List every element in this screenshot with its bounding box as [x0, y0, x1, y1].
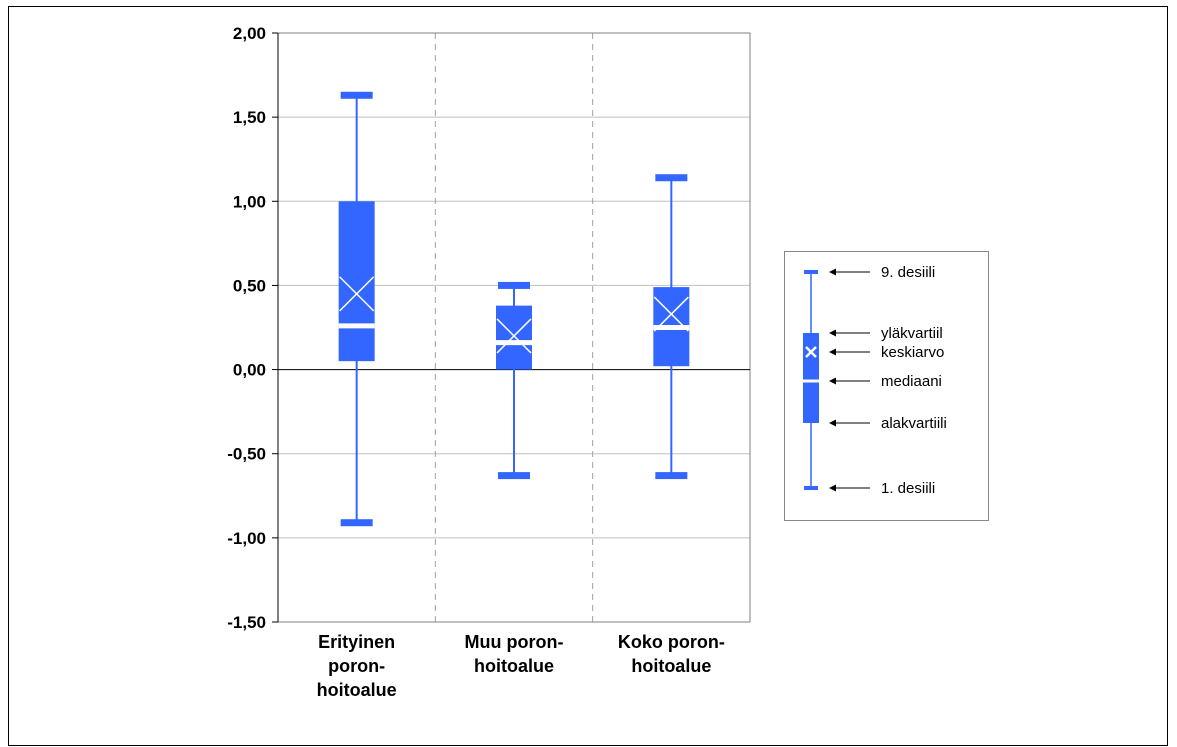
- legend-mean: [805, 346, 817, 358]
- legend-cap-top: [804, 270, 818, 274]
- legend-label: keskiarvo: [881, 344, 944, 361]
- decile-9-cap: [655, 174, 688, 182]
- legend-arrowhead: [829, 484, 836, 492]
- y-tick-label: 0,00: [233, 361, 266, 380]
- decile-1-cap: [340, 519, 373, 527]
- legend-label: yläkvartiil: [881, 325, 943, 342]
- legend-label: alakvartiili: [881, 415, 947, 432]
- legend-cap-bottom: [804, 486, 818, 490]
- legend-arrowhead: [829, 329, 836, 337]
- box-series: [338, 91, 690, 527]
- y-tick-label: 1,00: [233, 192, 266, 211]
- legend: 9. desiili yläkvartiil keskiarvo mediaani al…: [784, 251, 989, 521]
- legend-box-glyph: [803, 270, 819, 490]
- category-label: Koko poron-hoitoalue: [618, 632, 725, 676]
- legend-svg: 9. desiili yläkvartiil keskiarvo mediaani al…: [803, 264, 947, 497]
- boxplot-chart: 2,00 1,50 1,00 0,50 0,00 -0,50 -1,00 -1,50 Erit…: [227, 24, 751, 700]
- category-label-line: Muu poron-: [465, 632, 564, 652]
- y-tick-label: -1,00: [227, 529, 266, 548]
- legend-arrowhead: [829, 348, 836, 356]
- legend-arrowhead: [829, 419, 836, 427]
- box: [338, 91, 375, 527]
- decile-1-cap: [498, 472, 530, 480]
- quartile-box: [496, 305, 532, 370]
- category-label-line: Koko poron-: [618, 632, 725, 652]
- y-tick-labels: 2,00 1,50 1,00 0,50 0,00 -0,50 -1,00 -1,50: [227, 24, 266, 632]
- category-label: Erityinen poron-hoitoalue: [317, 632, 397, 700]
- legend-items: 9. desiili yläkvartiil keskiarvo mediaani al…: [829, 264, 947, 497]
- y-tick-label: -0,50: [227, 445, 266, 464]
- decile-9-cap: [498, 281, 530, 289]
- category-label-line: Erityinen: [318, 632, 395, 652]
- category-label-line: hoitoalue: [631, 656, 711, 676]
- legend-label: 1. desiili: [881, 480, 935, 497]
- legend-arrowhead: [829, 377, 836, 385]
- y-tick-label: -1,50: [227, 613, 266, 632]
- mean-marker: [339, 276, 375, 312]
- legend-box: [803, 333, 819, 423]
- y-tick-label: 0,50: [233, 276, 266, 295]
- y-tick-label: 2,00: [233, 24, 266, 43]
- category-label: Muu poron-hoitoalue: [465, 632, 564, 676]
- decile-1-cap: [655, 472, 688, 480]
- legend-label: mediaani: [881, 373, 942, 390]
- box: [496, 281, 532, 480]
- category-label-line: hoitoalue: [317, 680, 397, 700]
- legend-arrowhead: [829, 268, 836, 276]
- category-label-line: hoitoalue: [474, 656, 554, 676]
- legend-label: 9. desiili: [881, 264, 935, 281]
- y-tick-label: 1,50: [233, 108, 266, 127]
- box: [653, 174, 690, 480]
- chart-frame: 2,00 1,50 1,00 0,50 0,00 -0,50 -1,00 -1,50 Erit…: [8, 6, 1168, 746]
- mean-marker: [653, 296, 689, 332]
- mean-marker: [496, 318, 532, 354]
- decile-9-cap: [340, 91, 373, 99]
- category-label-line: poron-: [328, 656, 385, 676]
